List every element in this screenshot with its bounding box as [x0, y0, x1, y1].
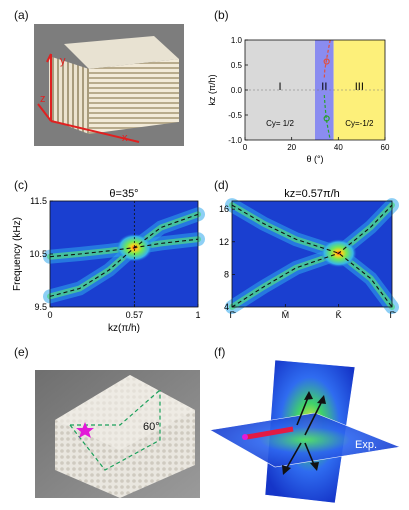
axis-y-label: y — [60, 55, 66, 67]
series-1 — [323, 94, 331, 141]
xtick-label-0: 0 — [243, 143, 248, 152]
region-label-0: I — [278, 81, 281, 93]
region-label-1: II — [321, 81, 327, 93]
ytick-label-0: -1.0 — [228, 136, 242, 145]
marker-0 — [323, 58, 330, 65]
xtick-label-0: 0 — [47, 310, 52, 320]
region-annotation-0: Cy= 1/2 — [266, 119, 294, 128]
xtick-label-2: 40 — [334, 143, 343, 152]
chart-c: 9.5 10.5 11.5 0 0.57 1 θ=35° kz(π/h) Frequency (… — [12, 188, 205, 334]
rotated-sample-image: 60° — [35, 370, 200, 498]
ytick-label-2: 0.0 — [231, 86, 243, 95]
ytick-label-0: 4 — [224, 302, 229, 312]
x-axis-label: kz(π/h) — [108, 323, 140, 334]
chart-d: 4 8 12 16 Γ̄ M̄ K̄ Γ̄ kz=0.57π/h — [219, 188, 399, 320]
ytick-label-4: 1.0 — [231, 36, 243, 45]
panel-c-label: (c) — [14, 178, 28, 192]
region-1 — [315, 40, 334, 140]
y-axis-label: kz (π/h) — [207, 74, 217, 105]
xtick-label-2: K̄ — [336, 310, 342, 320]
ytick-label-2: 12 — [219, 237, 229, 247]
marker-1 — [323, 115, 330, 122]
x-axis-label: θ (°) — [306, 154, 323, 164]
ytick-label-1: 8 — [224, 269, 229, 279]
series-0 — [323, 39, 331, 78]
source-star-marker — [76, 422, 94, 438]
y-axis-label: Frequency (kHz) — [12, 217, 23, 291]
ytick-label-3: 0.5 — [231, 61, 243, 70]
xtick-label-1: M̄ — [282, 310, 290, 320]
chart-title: θ=35° — [109, 188, 138, 200]
band-core-1 — [47, 211, 201, 300]
xtick-label-1: 20 — [287, 143, 296, 152]
dispersion-curve-0 — [49, 238, 199, 258]
region-label-2: III — [355, 81, 364, 93]
panel-b-label: (b) — [214, 8, 229, 22]
xtick-label-2: 1 — [195, 310, 200, 320]
plot-frame — [231, 200, 393, 308]
axis-x-label: x — [122, 132, 128, 144]
dispersion-curve-0 — [231, 204, 393, 308]
lattice-sample-image: y z x — [34, 24, 184, 146]
xtick-label-3: 60 — [381, 143, 390, 152]
panel-a-photo: y z x — [34, 24, 184, 146]
chart-title: kz=0.57π/h — [284, 188, 340, 200]
panel-e-photo: 60° — [35, 370, 200, 498]
panel-f-label: (f) — [214, 345, 226, 359]
panel-d-label: (d) — [214, 178, 229, 192]
ytick-label-1: 10.5 — [29, 249, 47, 259]
panel-e-label: (e) — [14, 345, 29, 359]
xtick-label-1: 0.57 — [126, 310, 144, 320]
panel-a-label: (a) — [14, 8, 29, 22]
ytick-label-0: 9.5 — [34, 302, 47, 312]
angle-label: 60° — [143, 421, 160, 433]
ytick-label-1: -0.5 — [228, 111, 242, 120]
dispersion-curve-1 — [231, 204, 393, 308]
region-annotation-2: Cy=-1/2 — [345, 119, 374, 128]
xtick-label-0: Γ̄ — [230, 310, 237, 320]
axis-z-label: z — [40, 93, 46, 105]
ytick-label-2: 11.5 — [30, 196, 47, 206]
exp-label: Exp. — [355, 439, 377, 451]
panel-f-illustration: Exp. — [205, 355, 405, 505]
experiment-schematic: Exp. — [209, 359, 402, 504]
region-0 — [245, 40, 315, 140]
ytick-label-3: 16 — [219, 204, 229, 214]
xtick-label-3: Γ̄ — [390, 310, 397, 320]
